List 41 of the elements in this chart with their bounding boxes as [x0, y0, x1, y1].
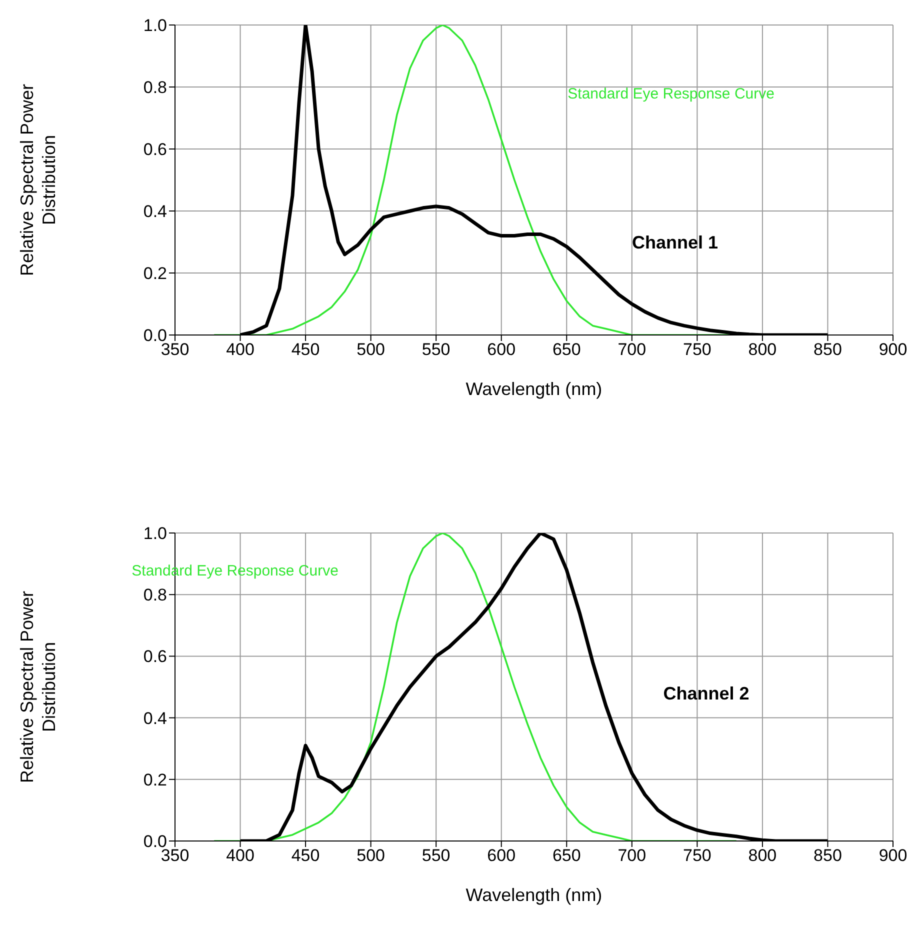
y-tick-label: 1.0 — [143, 16, 167, 36]
x-tick-label: 850 — [814, 846, 842, 866]
x-tick-label: 650 — [552, 340, 581, 360]
x-tick-label: 450 — [291, 340, 320, 360]
text: Channel 1 — [632, 232, 718, 252]
x-tick-label: 350 — [160, 340, 190, 360]
x-tick-label: 550 — [422, 340, 450, 360]
y-tick-label: 0.2 — [143, 264, 167, 284]
y-tick-label: 1.0 — [143, 524, 167, 544]
y-tick-label: 0.2 — [143, 770, 167, 790]
y-axis-title: Relative Spectral Power Distribution — [17, 84, 59, 276]
x-tick-label: 400 — [226, 846, 254, 866]
x-tick-label: 750 — [682, 846, 712, 866]
x-tick-label: 800 — [748, 340, 777, 360]
y-tick-label: 0.8 — [143, 586, 167, 605]
x-tick-label: 400 — [226, 340, 254, 360]
x-tick-label: 350 — [160, 846, 190, 866]
x-tick-label: 550 — [422, 846, 450, 866]
x-tick-label: 500 — [356, 846, 386, 866]
x-tick-label: 900 — [878, 340, 908, 360]
x-tick-label: 500 — [356, 340, 386, 360]
x-tick-label: 700 — [618, 846, 646, 866]
text: Standard Eye Response Curve — [568, 86, 774, 103]
x-tick-label: 800 — [748, 846, 777, 866]
text: Channel 2 — [663, 684, 750, 704]
y-tick-label: 0.8 — [143, 78, 167, 98]
y-tick-label: 0.6 — [143, 647, 167, 666]
x-tick-label: 900 — [878, 846, 908, 866]
x-tick-label: 750 — [682, 340, 712, 360]
y-tick-label: 0.6 — [143, 140, 167, 160]
x-axis-title: Wavelength (nm) — [466, 885, 602, 905]
x-tick-label: 650 — [552, 846, 581, 866]
y-axis-title: Relative Spectral Power Distribution — [17, 590, 59, 784]
x-tick-label: 850 — [814, 340, 842, 360]
y-tick-label: 0.4 — [143, 202, 167, 222]
x-tick-label: 450 — [291, 846, 320, 866]
x-tick-label: 600 — [487, 340, 516, 360]
x-tick-label: 700 — [618, 340, 646, 360]
y-tick-label: 0.4 — [143, 708, 167, 728]
x-tick-label: 600 — [487, 846, 516, 866]
x-axis-title: Wavelength (nm) — [466, 379, 602, 399]
